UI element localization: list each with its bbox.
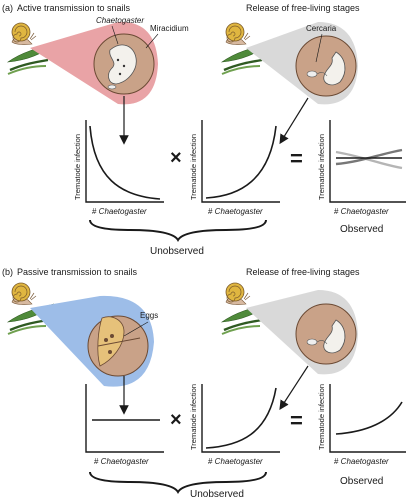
curve-increasing-gentle <box>335 401 403 435</box>
x-axis-label: # Chaetogaster <box>92 207 147 216</box>
unobserved-brace <box>89 471 267 494</box>
panel-a-label: (a) <box>2 3 13 13</box>
panel-b-label: (b) <box>2 267 13 277</box>
curve-decreasing-grey <box>335 150 403 170</box>
plot-b3: Trematode infection # Chaetogaster <box>317 384 406 466</box>
leader-line <box>145 33 159 49</box>
plot-b1: # Chaetogaster <box>85 384 164 466</box>
callout-chaetogaster: Chaetogaster <box>96 16 144 25</box>
snail-tissue-circle <box>295 303 357 365</box>
unobserved-label: Unobserved <box>150 246 204 257</box>
curve-increasing-grey <box>335 148 403 166</box>
y-axis-label: Trematode infection <box>317 384 326 450</box>
x-axis-label: # Chaetogaster <box>334 457 389 466</box>
y-axis-label: Trematode infection <box>317 134 326 200</box>
y-axis-label: Trematode infection <box>73 134 82 200</box>
y-axis-label: Trematode infection <box>189 134 198 200</box>
release-illustration-a <box>220 22 358 105</box>
chaetogaster-worm-icon <box>323 51 346 86</box>
down-arrow <box>279 365 309 411</box>
egg-icon <box>108 350 112 354</box>
chaetogaster-worm-icon <box>97 316 125 367</box>
x-axis-label: # Chaetogaster <box>94 457 149 466</box>
leader-line <box>315 33 323 63</box>
down-arrow <box>279 97 309 145</box>
release-illustration-b <box>220 282 358 375</box>
equals-symbol: = <box>290 408 303 433</box>
x-axis-label: # Chaetogaster <box>208 207 263 216</box>
x-axis-label: # Chaetogaster <box>334 207 389 216</box>
curve-decreasing <box>89 125 161 200</box>
miracidium-icon <box>107 84 117 90</box>
plot-a2: Trematode infection # Chaetogaster <box>189 120 280 216</box>
plot-axes <box>85 120 164 203</box>
cercaria-icon <box>306 70 318 78</box>
callout-miracidium: Miracidium <box>150 24 189 33</box>
equals-symbol: = <box>290 146 303 171</box>
callout-cercaria: Cercaria <box>306 24 337 33</box>
panel-b-right-title: Release of free-living stages <box>246 267 360 277</box>
egg-icon <box>104 338 108 342</box>
active-transmission-illustration <box>6 21 158 105</box>
y-axis-label: Trematode infection <box>189 384 198 450</box>
plot-axes <box>85 384 164 453</box>
unobserved-label: Unobserved <box>190 489 244 500</box>
chaetogaster-worm-icon <box>108 44 137 85</box>
multiply-symbol: × <box>170 147 182 169</box>
callout-eggs: Eggs <box>140 311 158 320</box>
observed-label: Observed <box>340 224 383 235</box>
plot-axes <box>329 120 406 203</box>
x-axis-label: # Chaetogaster <box>208 457 263 466</box>
panel-b-left-title: Passive transmission to snails <box>17 267 138 277</box>
observed-label: Observed <box>340 476 383 487</box>
leader-line <box>123 321 149 337</box>
leader-line <box>111 25 119 45</box>
curve-increasing <box>205 125 277 199</box>
panel-a-left-title: Active transmission to snails <box>17 3 131 13</box>
chaetogaster-worm-icon <box>323 319 346 354</box>
plot-axes <box>201 120 280 203</box>
snail-tissue-circle <box>295 35 357 97</box>
plot-a3: Trematode infection # Chaetogaster <box>317 120 406 216</box>
passive-transmission-illustration <box>6 282 154 387</box>
cercaria-icon <box>306 338 318 346</box>
multiply-symbol: × <box>170 409 182 431</box>
plot-b2: Trematode infection # Chaetogaster <box>189 384 280 466</box>
plot-axes <box>329 384 406 453</box>
egg-icon <box>110 334 114 338</box>
plot-a1: Trematode infection # Chaetogaster <box>73 120 164 216</box>
panel-a-right-title: Release of free-living stages <box>246 3 360 13</box>
curve-increasing <box>205 387 277 449</box>
plot-axes <box>201 384 280 453</box>
unobserved-brace <box>89 219 267 242</box>
